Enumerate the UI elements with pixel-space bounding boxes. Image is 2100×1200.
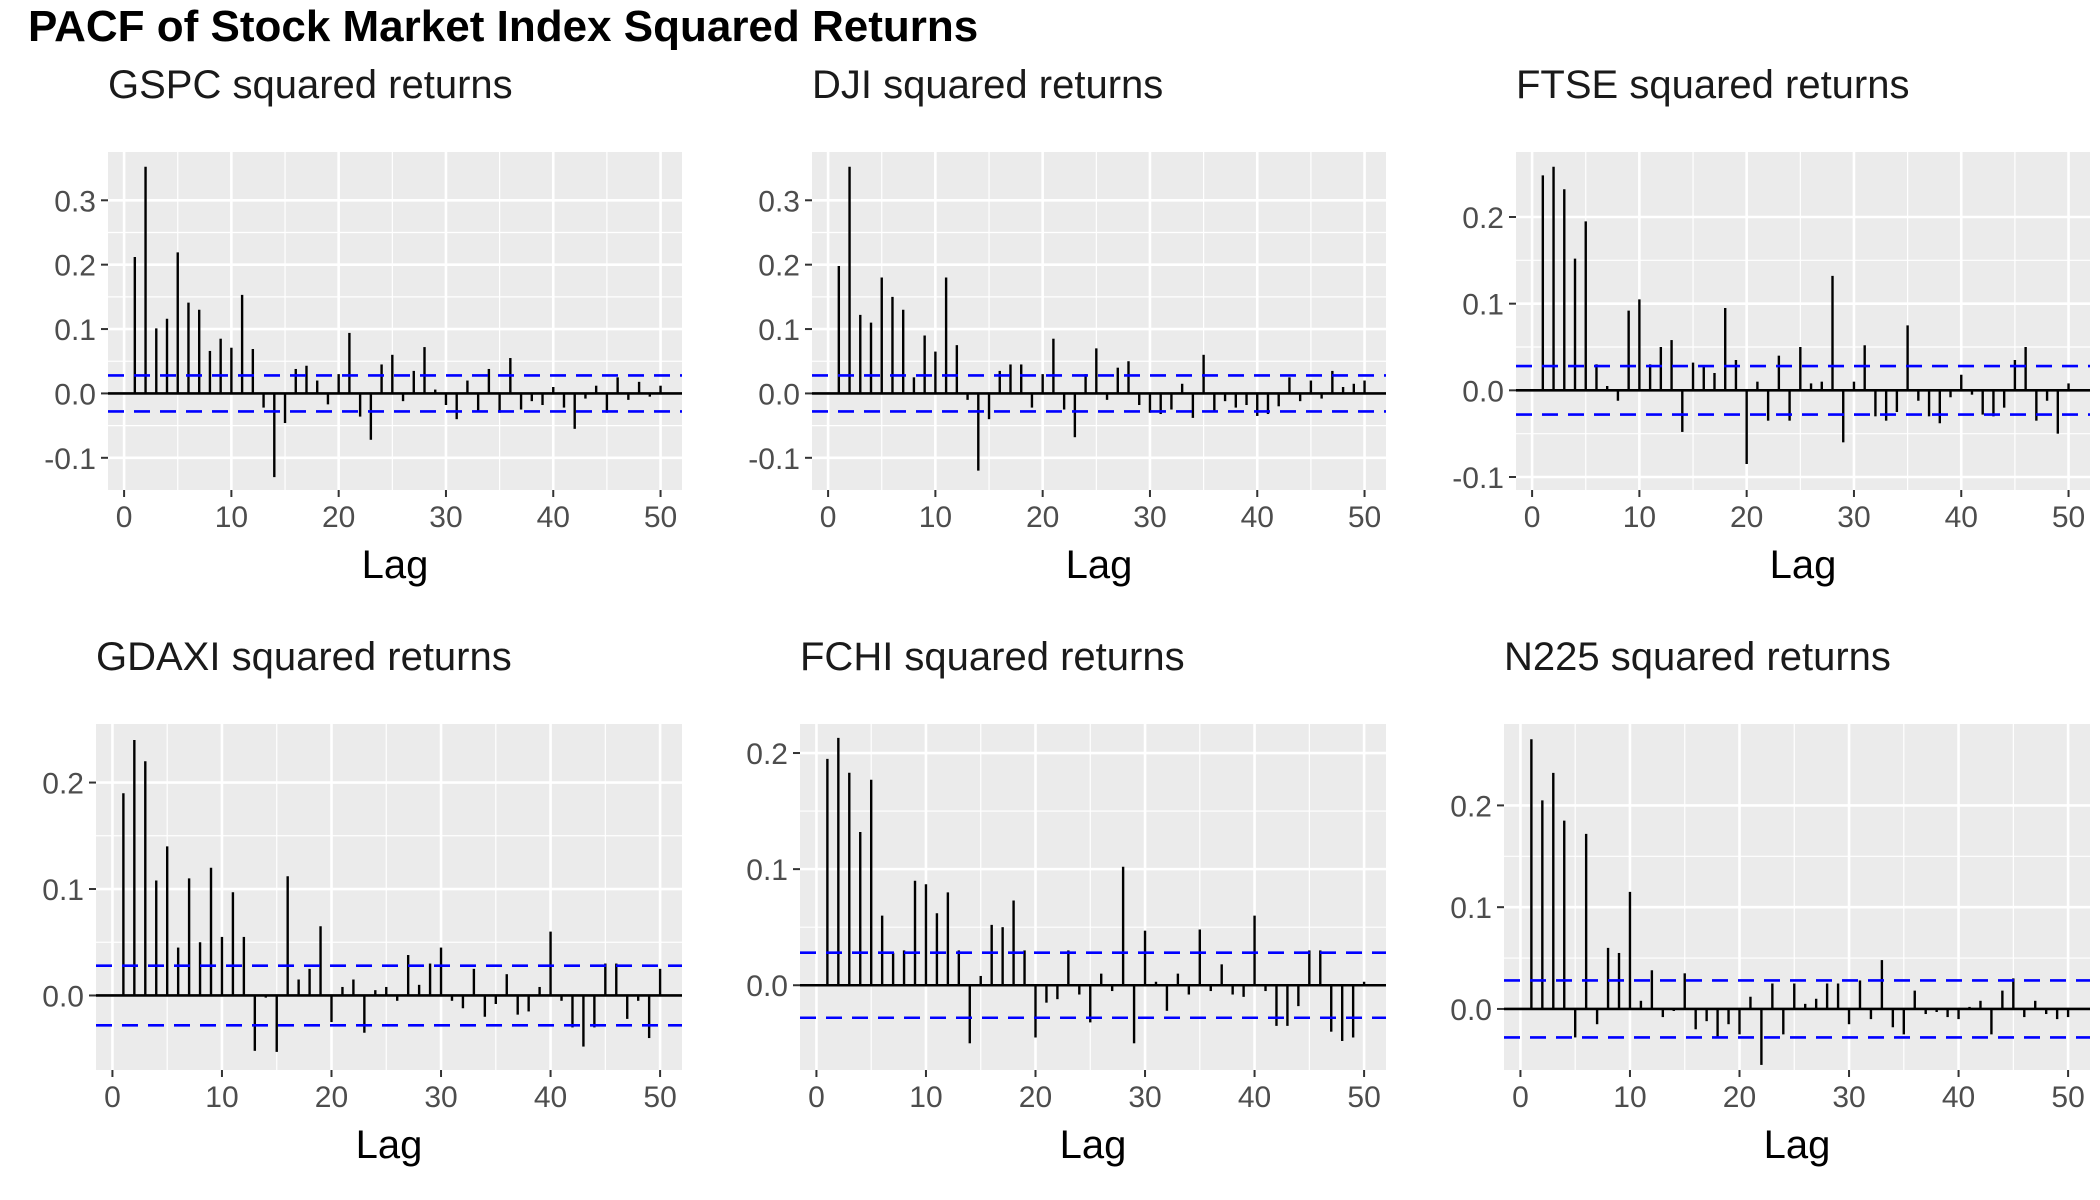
- x-tick-label: 0: [104, 1081, 121, 1114]
- x-tick-label: 0: [808, 1081, 825, 1114]
- pacf-panel-6: 0 10 20 30 40 50 0.0 0.1 0.2 N225 squared returns…: [1450, 635, 2090, 1167]
- y-tick-label: 0.1: [42, 874, 84, 907]
- x-tick-label: 10: [205, 1081, 238, 1114]
- x-axis-label: Lag: [1764, 1123, 1831, 1167]
- x-axis-label: Lag: [362, 543, 429, 587]
- x-tick-label: 40: [537, 501, 570, 534]
- x-tick-label: 0: [820, 501, 837, 534]
- x-tick-label: 40: [1241, 501, 1274, 534]
- x-tick-label: 20: [1026, 501, 1059, 534]
- y-tick-label: 0.3: [758, 185, 800, 218]
- x-tick-label: 20: [1723, 1081, 1756, 1114]
- y-tick-label: 0.0: [746, 970, 788, 1003]
- x-tick-label: 10: [919, 501, 952, 534]
- y-tick-label: 0.1: [746, 854, 788, 887]
- x-tick-label: 50: [2051, 1081, 2084, 1114]
- y-tick-label: -0.1: [44, 443, 96, 476]
- y-tick-label: 0.0: [1462, 375, 1504, 408]
- y-tick-label: 0.2: [42, 768, 84, 801]
- x-axis-label: Lag: [1770, 543, 1837, 587]
- panel-background: [108, 152, 682, 490]
- x-tick-label: 30: [1133, 501, 1166, 534]
- y-tick-label: 0.2: [1462, 202, 1504, 235]
- x-tick-label: 20: [315, 1081, 348, 1114]
- panel-title: FTSE squared returns: [1516, 63, 1910, 107]
- panel-title: GDAXI squared returns: [96, 635, 512, 679]
- y-tick-label: 0.1: [1462, 289, 1504, 322]
- x-tick-label: 10: [1613, 1081, 1646, 1114]
- x-tick-label: 10: [909, 1081, 942, 1114]
- panel-background: [1516, 152, 2090, 490]
- x-tick-label: 0: [116, 501, 133, 534]
- x-tick-label: 0: [1524, 501, 1541, 534]
- y-tick-label: -0.1: [1452, 462, 1504, 495]
- pacf-panel-1: 0 10 20 30 40 50 -0.1 0.0 0.1 0.2 0.3 GSPC squared …: [44, 63, 682, 587]
- panel-title: DJI squared returns: [812, 63, 1163, 107]
- main-title: PACF of Stock Market Index Squared Retur…: [28, 2, 979, 51]
- y-tick-label: 0.0: [758, 378, 800, 411]
- pacf-panel-4: 0 10 20 30 40 50 0.0 0.1 0.2 GDAXI squared return…: [42, 635, 682, 1167]
- panel-title: FCHI squared returns: [800, 635, 1185, 679]
- y-tick-label: 0.2: [54, 250, 96, 283]
- panel-background: [812, 152, 1386, 490]
- x-axis-label: Lag: [1060, 1123, 1127, 1167]
- x-tick-label: 40: [1942, 1081, 1975, 1114]
- pacf-panel-3: 0 10 20 30 40 50 -0.1 0.0 0.1 0.2 FTSE squared ret…: [1452, 63, 2090, 587]
- y-tick-label: 0.2: [1450, 790, 1492, 823]
- pacf-panel-2: 0 10 20 30 40 50 -0.1 0.0 0.1 0.2 0.3 DJI squared r…: [748, 63, 1386, 587]
- y-tick-label: 0.3: [54, 185, 96, 218]
- x-tick-label: 50: [643, 1081, 676, 1114]
- x-tick-label: 10: [215, 501, 248, 534]
- pacf-panel-5: 0 10 20 30 40 50 0.0 0.1 0.2 FCHI squared returns…: [746, 635, 1386, 1167]
- y-tick-label: 0.0: [1450, 994, 1492, 1027]
- x-tick-label: 20: [1730, 501, 1763, 534]
- x-tick-label: 30: [1832, 1081, 1865, 1114]
- y-tick-label: 0.1: [1450, 892, 1492, 925]
- x-tick-label: 50: [1347, 1081, 1380, 1114]
- x-tick-label: 20: [1019, 1081, 1052, 1114]
- panel-background: [1504, 724, 2090, 1070]
- x-tick-label: 30: [1128, 1081, 1161, 1114]
- x-tick-label: 40: [1238, 1081, 1271, 1114]
- x-tick-label: 40: [534, 1081, 567, 1114]
- x-tick-label: 30: [1837, 501, 1870, 534]
- y-tick-label: 0.2: [758, 250, 800, 283]
- y-tick-label: 0.1: [758, 314, 800, 347]
- x-tick-label: 0: [1512, 1081, 1529, 1114]
- x-tick-label: 30: [424, 1081, 457, 1114]
- x-tick-label: 40: [1945, 501, 1978, 534]
- y-tick-label: 0.0: [54, 378, 96, 411]
- y-tick-label: 0.1: [54, 314, 96, 347]
- panel-title: GSPC squared returns: [108, 63, 513, 107]
- x-tick-label: 50: [2052, 501, 2085, 534]
- x-tick-label: 20: [322, 501, 355, 534]
- x-tick-label: 50: [1348, 501, 1381, 534]
- x-tick-label: 30: [429, 501, 462, 534]
- x-axis-label: Lag: [356, 1123, 423, 1167]
- x-axis-label: Lag: [1066, 543, 1133, 587]
- x-tick-label: 10: [1623, 501, 1656, 534]
- x-tick-label: 50: [644, 501, 677, 534]
- y-tick-label: 0.0: [42, 980, 84, 1013]
- y-tick-label: -0.1: [748, 443, 800, 476]
- panel-title: N225 squared returns: [1504, 635, 1891, 679]
- y-tick-label: 0.2: [746, 738, 788, 771]
